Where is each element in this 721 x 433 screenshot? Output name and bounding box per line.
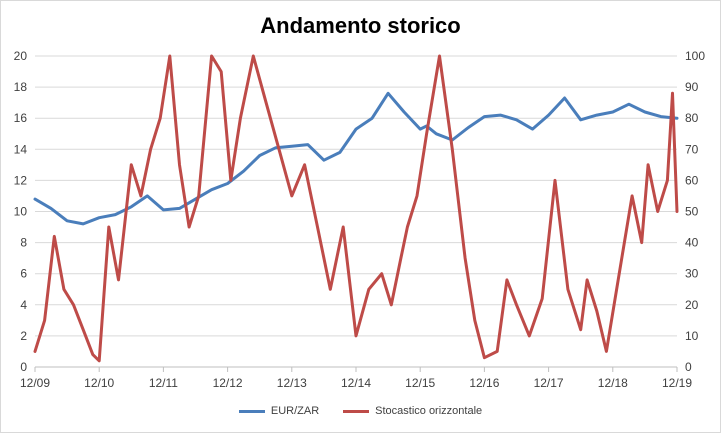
x-tick-label: 12/14	[341, 376, 371, 390]
series-line-stocastico	[33, 54, 679, 363]
y-left-tick-label: 2	[20, 329, 27, 343]
series-line-eurzar	[33, 91, 679, 226]
x-axis: 12/09 12/10 12/11 12/12 12/13 12/14 12/15 12/16…	[20, 366, 692, 390]
y-left-tick-label: 4	[20, 298, 27, 312]
y-right-tick-label: 60	[685, 173, 699, 187]
y-axis-right: 0 10 20 30 40 50 60 70 80 90 100	[685, 49, 705, 374]
y-right-tick-label: 10	[685, 329, 699, 343]
x-tick-label: 12/19	[662, 376, 692, 390]
legend-swatch-stocastico	[343, 409, 370, 413]
y-left-tick-label: 6	[20, 267, 27, 281]
y-axis-left: 0 2 4 6 8 10 12 14 16 18 20	[14, 49, 28, 374]
y-right-tick-label: 90	[685, 80, 699, 94]
x-tick-label: 12/17	[534, 376, 564, 390]
x-tick-label: 12/12	[213, 376, 243, 390]
y-left-tick-label: 16	[14, 111, 28, 125]
y-right-tick-label: 0	[685, 360, 692, 374]
legend-swatch-eurzar	[238, 409, 265, 413]
y-right-tick-label: 100	[685, 49, 705, 63]
legend-label-eurzar: EUR/ZAR	[270, 405, 320, 417]
y-right-tick-label: 40	[685, 236, 699, 250]
y-left-tick-label: 0	[20, 360, 27, 374]
x-tick-label: 12/09	[20, 376, 50, 390]
legend: EUR/ZAR Stocastico orizzontale	[1, 405, 720, 417]
x-tick-label: 12/18	[598, 376, 628, 390]
legend-item-stocastico: Stocastico orizzontale	[343, 405, 482, 417]
y-left-tick-label: 12	[14, 173, 28, 187]
y-right-tick-label: 30	[685, 267, 699, 281]
legend-item-eurzar: EUR/ZAR	[238, 405, 320, 417]
y-left-tick-label: 10	[14, 205, 28, 219]
y-left-tick-label: 20	[14, 49, 28, 63]
legend-label-stocastico: Stocastico orizzontale	[375, 405, 483, 417]
y-right-tick-label: 20	[685, 298, 699, 312]
y-right-tick-label: 80	[685, 111, 699, 125]
x-tick-label: 12/11	[149, 376, 178, 390]
x-tick-label: 12/13	[277, 376, 307, 390]
x-tick-label: 12/15	[405, 376, 435, 390]
y-left-tick-label: 14	[14, 142, 28, 156]
x-tick-label: 12/10	[84, 376, 114, 390]
x-tick-label: 12/16	[469, 376, 499, 390]
y-left-tick-label: 8	[20, 236, 27, 250]
y-right-tick-label: 70	[685, 142, 699, 156]
y-right-tick-label: 50	[685, 205, 699, 219]
y-left-tick-label: 18	[14, 80, 28, 94]
series-lines	[33, 54, 679, 363]
chart-title: Andamento storico	[260, 13, 461, 38]
